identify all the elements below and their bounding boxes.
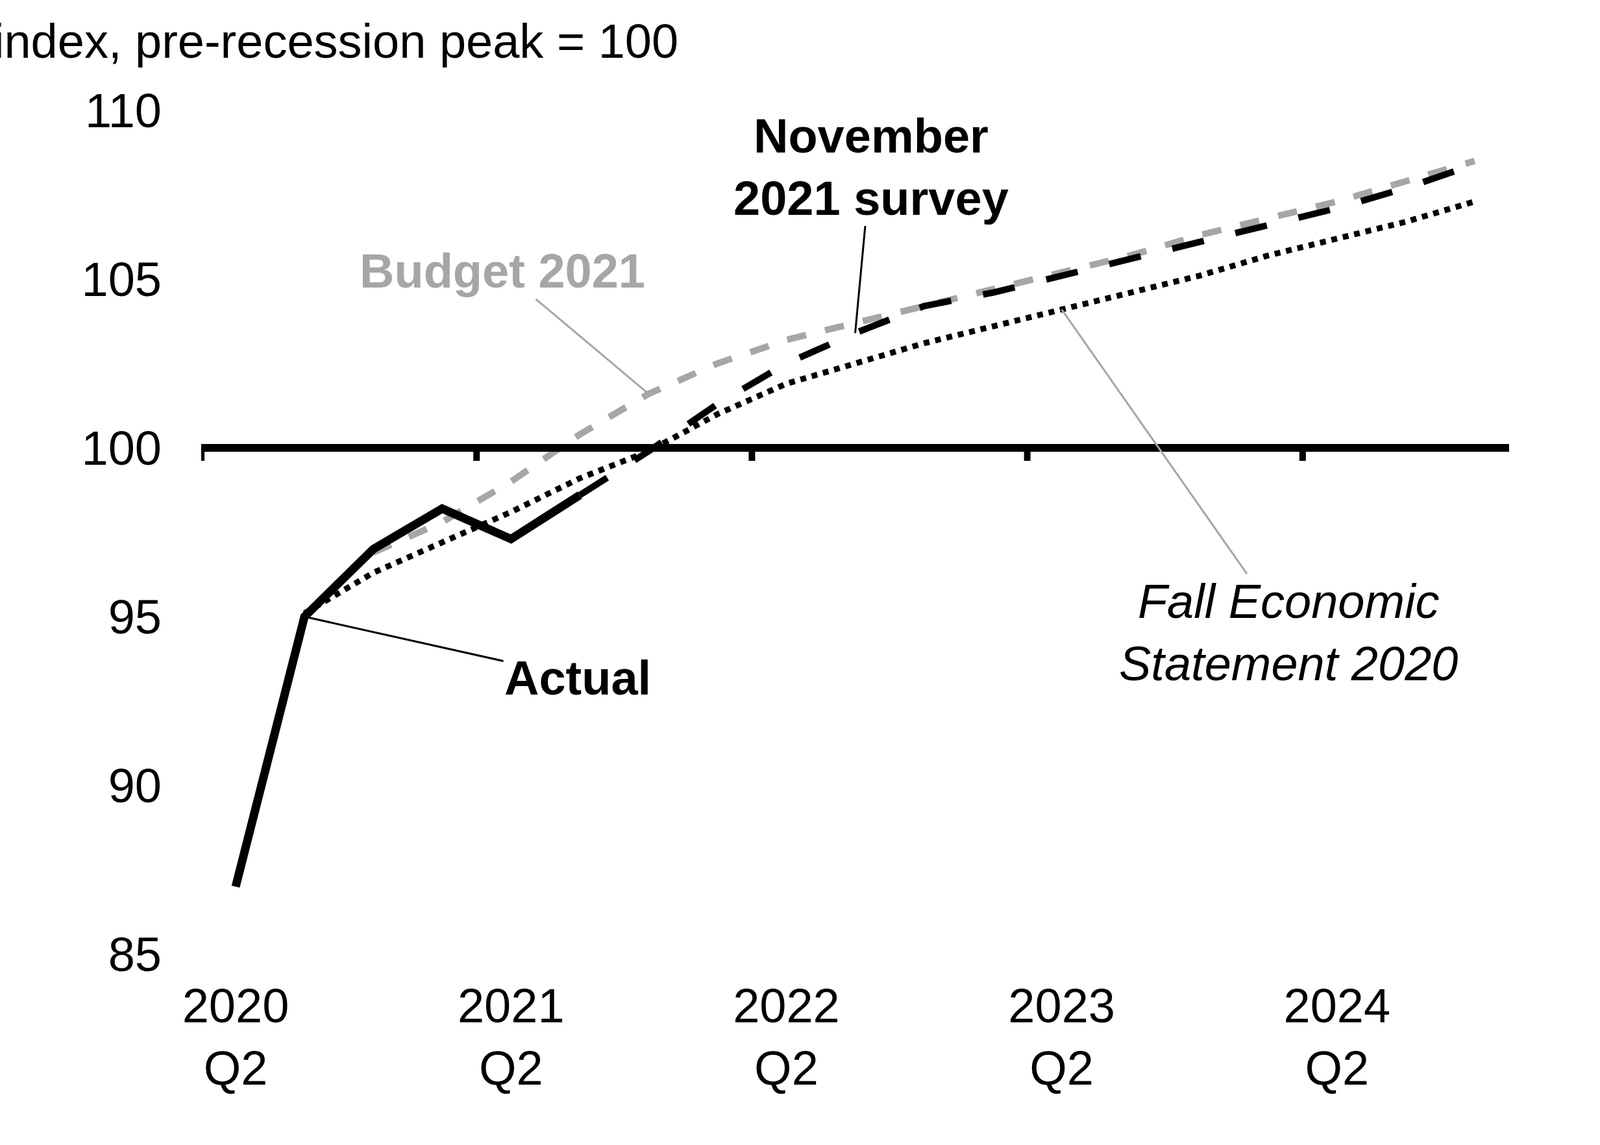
svg-text:110: 110 [85, 83, 162, 138]
svg-text:2023Q2: 2023Q2 [1008, 978, 1116, 1096]
svg-text:90: 90 [108, 758, 162, 813]
svg-text:95: 95 [108, 590, 162, 644]
svg-text:2020Q2: 2020Q2 [182, 978, 290, 1096]
svg-text:100: 100 [81, 421, 162, 476]
svg-text:105: 105 [81, 252, 162, 307]
svg-text:Actual: Actual [504, 651, 652, 705]
svg-text:2024Q2: 2024Q2 [1283, 978, 1391, 1096]
svg-text:85: 85 [108, 927, 162, 982]
svg-text:November2021 survey: November2021 survey [733, 109, 1009, 226]
svg-text:index, pre-recession peak = 10: index, pre-recession peak = 100 [0, 14, 679, 69]
svg-text:Budget 2021: Budget 2021 [359, 244, 646, 298]
svg-text:2022Q2: 2022Q2 [732, 978, 840, 1096]
svg-text:2021Q2: 2021Q2 [457, 978, 565, 1096]
svg-text:Fall EconomicStatement 2020: Fall EconomicStatement 2020 [1119, 574, 1458, 691]
